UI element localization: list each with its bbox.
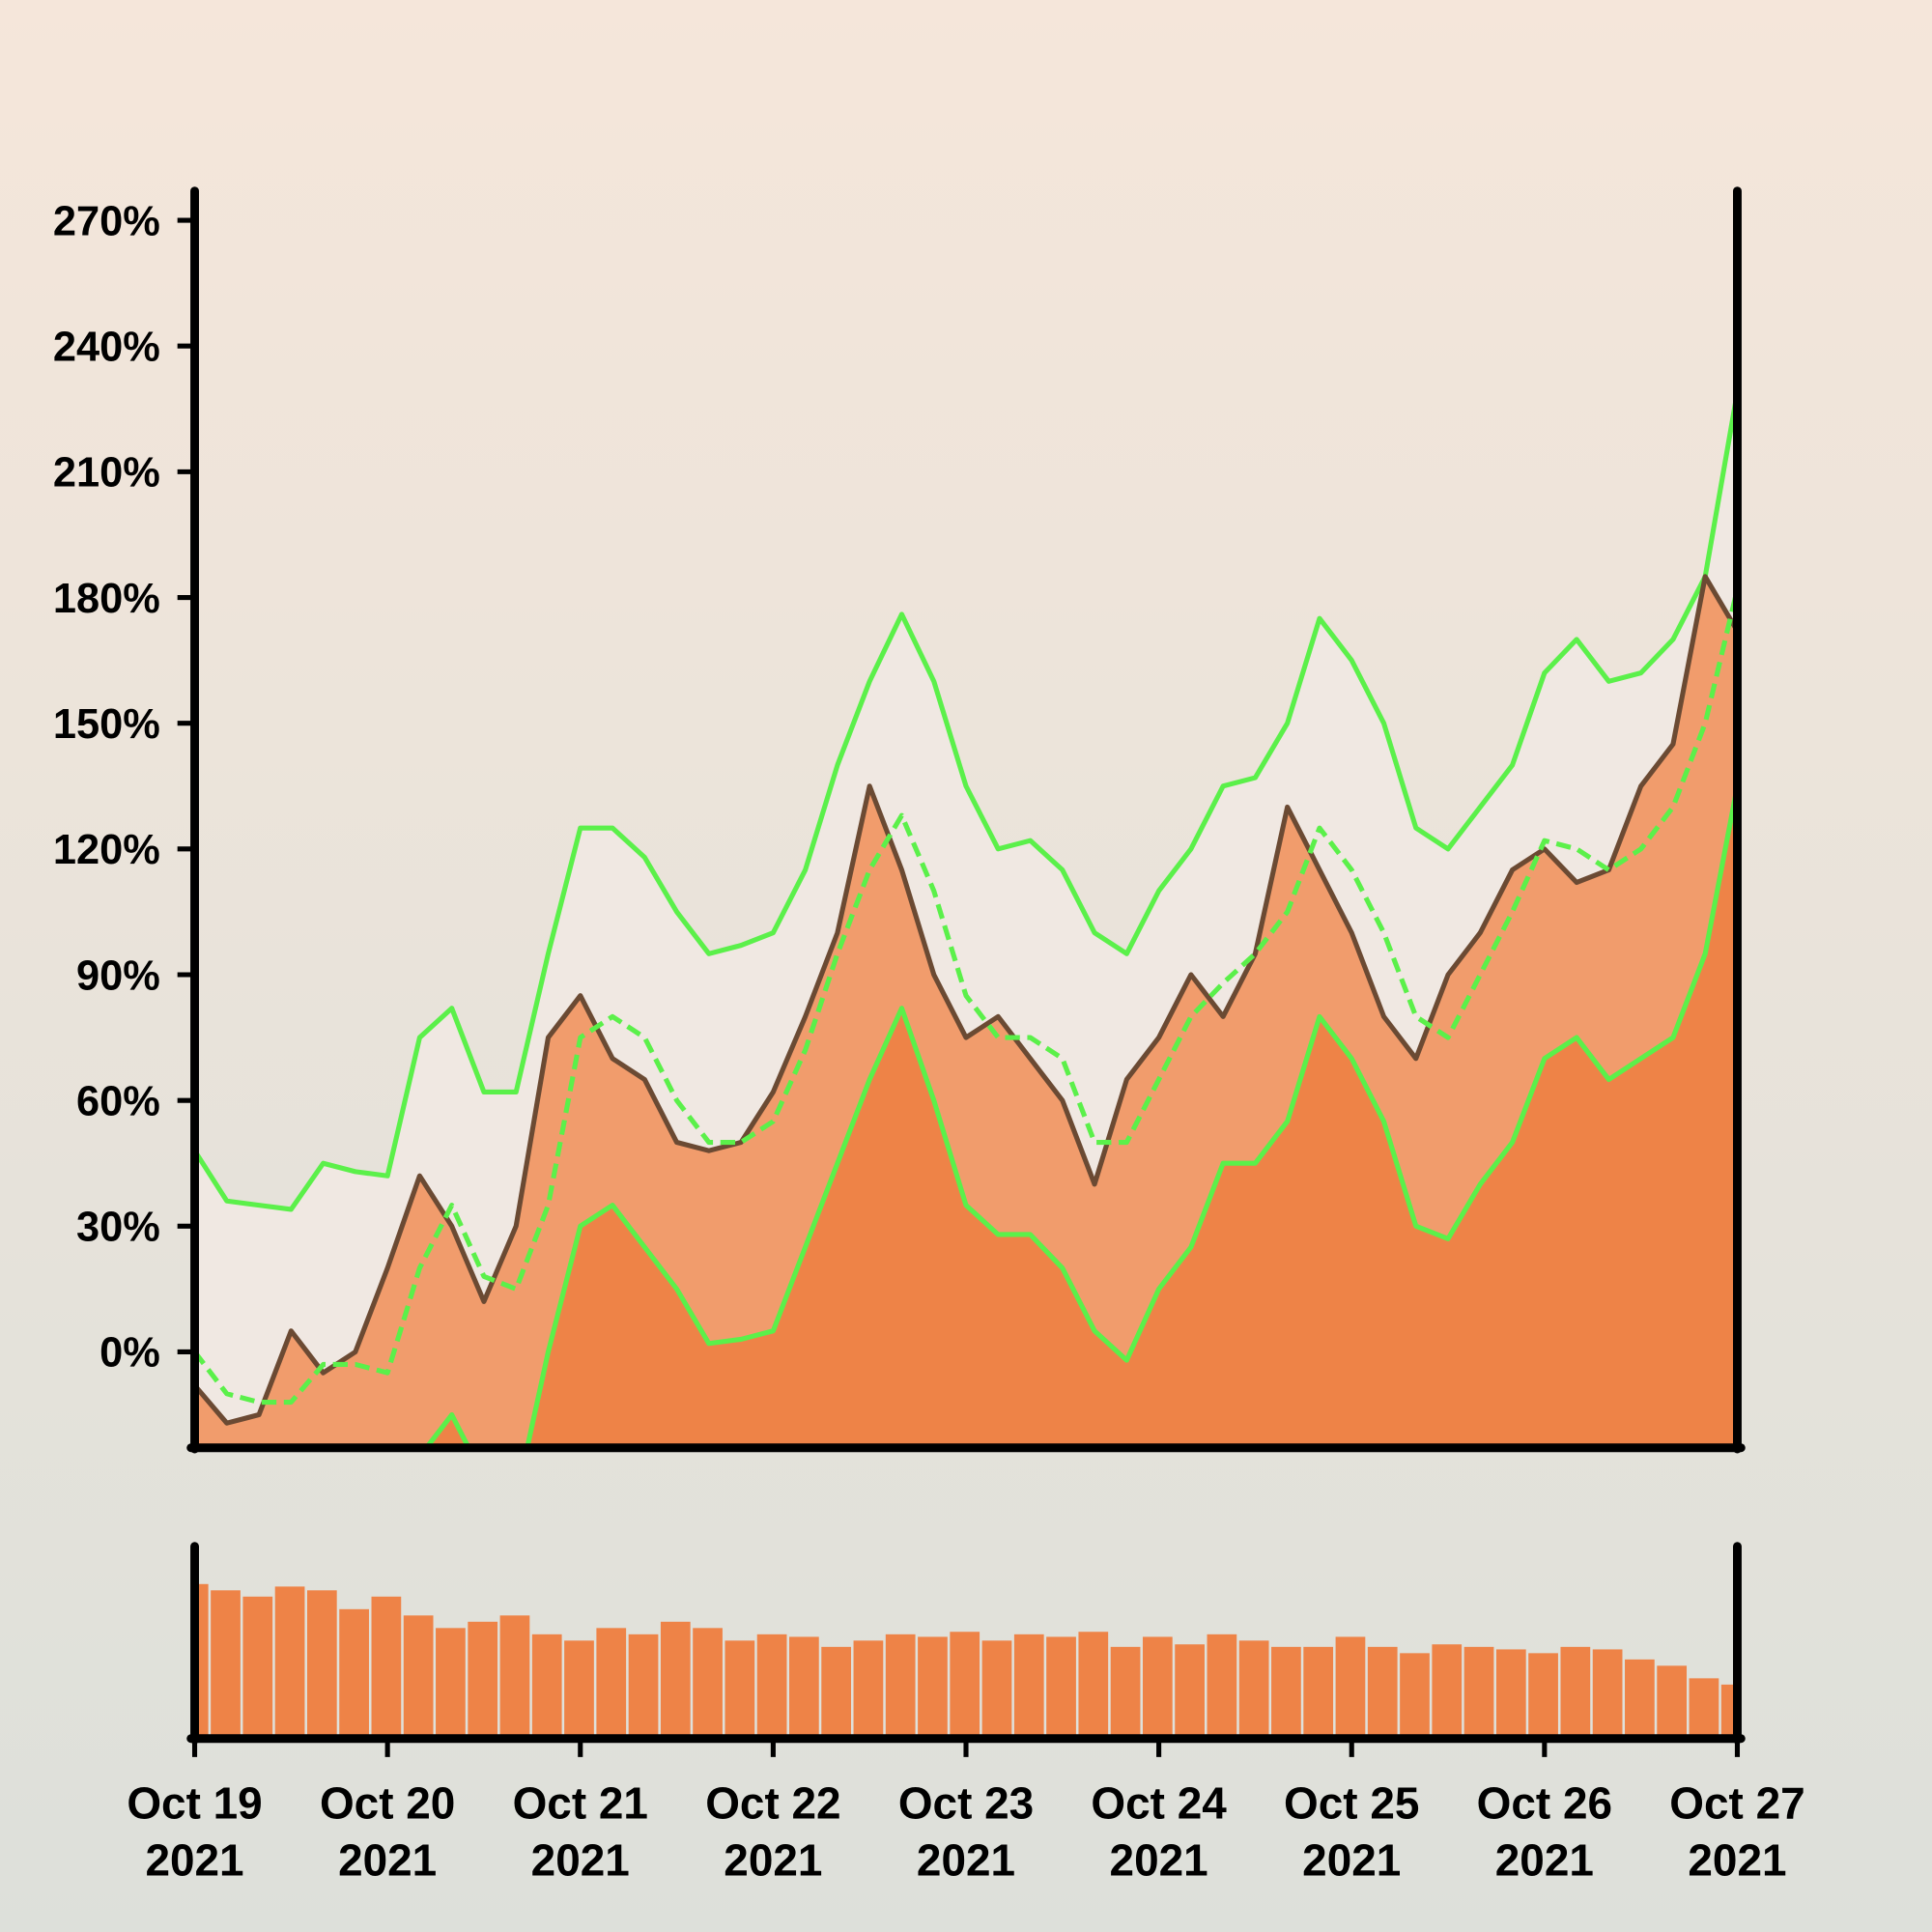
volume-bar (628, 1634, 659, 1735)
volume-bar (596, 1628, 627, 1735)
volume-bar (756, 1634, 787, 1735)
x-tick-label: Oct 25 2021 (1284, 1778, 1419, 1886)
volume-bar (1238, 1640, 1269, 1735)
volume-bar (274, 1586, 305, 1735)
volume-bar (853, 1640, 884, 1735)
volume-area (194, 1583, 1735, 1735)
x-tick-label-line: Oct 19 (127, 1778, 262, 1829)
volume-bar (1625, 1659, 1655, 1735)
y-tick-label: 90% (76, 952, 160, 999)
y-tick-label: 210% (53, 450, 160, 497)
volume-bar (724, 1640, 755, 1735)
x-tick-label-line: Oct 23 (898, 1778, 1034, 1829)
volume-bar (1689, 1678, 1719, 1735)
volume-bar (468, 1621, 498, 1735)
x-tick-label-line: 2021 (1110, 1834, 1208, 1885)
volume-bar (1046, 1636, 1076, 1735)
x-tick-label-line: 2021 (917, 1834, 1015, 1885)
x-tick-label-line: 2021 (338, 1834, 437, 1885)
volume-bar (693, 1628, 723, 1735)
volume-bar (499, 1615, 530, 1735)
volume-bar (981, 1640, 1012, 1735)
x-tick-label-line: Oct 20 (320, 1778, 455, 1829)
volume-bar (1495, 1649, 1526, 1735)
x-tick-label-line: Oct 25 (1284, 1778, 1419, 1829)
volume-bar (1142, 1636, 1173, 1735)
x-tick-label: Oct 26 2021 (1477, 1778, 1612, 1886)
volume-bar (242, 1596, 273, 1735)
volume-bar (403, 1615, 434, 1735)
volume-bar (339, 1608, 369, 1735)
volume-bar (371, 1596, 402, 1735)
x-tick-label-line: Oct 26 (1477, 1778, 1612, 1829)
volume-bar (1367, 1646, 1398, 1735)
volume-bar (1528, 1653, 1558, 1735)
volume-bar (436, 1628, 466, 1735)
volume-bar (1175, 1644, 1205, 1735)
line (194, 391, 1738, 1212)
volume-bar (306, 1590, 337, 1735)
y-tick-label: 30% (76, 1205, 160, 1251)
volume-bar (789, 1636, 819, 1735)
y-tick-label: 240% (53, 325, 160, 371)
volume-bar (1560, 1646, 1591, 1735)
volume-bar (1657, 1665, 1688, 1735)
volume-bar (1400, 1653, 1430, 1735)
axes: 0% 30% 60% 90% 120% 150% 180% 210% 240% 270% Oct 1… (53, 186, 1805, 1886)
volume-bar (1271, 1646, 1301, 1735)
x-tick-label: Oct 20 2021 (320, 1778, 455, 1886)
x-tick-label: Oct 21 2021 (513, 1778, 648, 1886)
x-tick-label-line: Oct 24 (1091, 1778, 1227, 1829)
y-tick-label: 270% (53, 198, 160, 244)
volume-bar (1463, 1646, 1494, 1735)
volume-bar (918, 1636, 948, 1735)
x-tick-label: Oct 19 2021 (127, 1778, 262, 1886)
y-tick-label: 180% (53, 576, 160, 622)
x-tick-label-line: 2021 (531, 1834, 630, 1885)
x-tick-label-line: 2021 (1495, 1834, 1594, 1885)
volume-bar (660, 1621, 691, 1735)
x-tick-label-line: Oct 27 (1669, 1778, 1804, 1829)
volume-bar (1432, 1644, 1463, 1735)
x-tick-label-line: 2021 (1688, 1834, 1786, 1885)
x-tick-label-line: Oct 22 (705, 1778, 840, 1829)
line (426, 785, 1738, 1444)
volume-bar (1078, 1632, 1109, 1735)
y-tick-label: 0% (99, 1330, 160, 1377)
x-tick-label: Oct 22 2021 (705, 1778, 840, 1886)
x-tick-label: Oct 27 2021 (1669, 1778, 1804, 1886)
volume-bar (531, 1634, 562, 1735)
volume-bar (1110, 1646, 1141, 1735)
x-tick-label: Oct 23 2021 (898, 1778, 1034, 1886)
volume-bar (821, 1646, 852, 1735)
x-tick-label-line: 2021 (724, 1834, 822, 1885)
volume-bar (564, 1640, 594, 1735)
x-tick-label-line: 2021 (1302, 1834, 1401, 1885)
middle-band (194, 588, 1738, 1406)
volume-bar (1592, 1649, 1623, 1735)
volume-bar (1013, 1634, 1044, 1735)
volume-bar (950, 1632, 980, 1735)
volume-bar (1207, 1634, 1237, 1735)
volume-bar (1720, 1684, 1735, 1735)
y-tick-label: 60% (76, 1078, 160, 1124)
x-tick-label-line: 2021 (145, 1834, 243, 1885)
y-tick-label: 150% (53, 701, 160, 748)
line (194, 574, 1738, 1426)
x-tick-label: Oct 24 2021 (1091, 1778, 1227, 1886)
area (429, 785, 1738, 1444)
y-tick-label: 120% (53, 827, 160, 873)
volume-bar (885, 1634, 916, 1735)
volume-bar (1335, 1636, 1366, 1735)
volume-bar (211, 1590, 241, 1735)
x-tick-label-line: Oct 21 (513, 1778, 648, 1829)
plot-area (194, 391, 1738, 1444)
volume-bar (1303, 1646, 1334, 1735)
